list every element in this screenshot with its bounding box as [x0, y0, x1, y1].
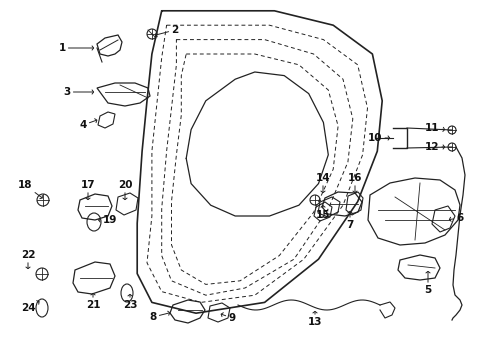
- Text: 8: 8: [149, 311, 170, 322]
- Text: 4: 4: [79, 119, 97, 130]
- Text: 21: 21: [86, 293, 100, 310]
- Text: 22: 22: [21, 250, 35, 269]
- Text: 10: 10: [368, 133, 390, 143]
- Text: 14: 14: [316, 173, 330, 193]
- Text: 9: 9: [221, 313, 236, 323]
- Text: 3: 3: [63, 87, 94, 97]
- Text: 1: 1: [58, 43, 94, 53]
- Text: 12: 12: [425, 142, 444, 152]
- Text: 5: 5: [424, 271, 432, 295]
- Text: 2: 2: [155, 25, 179, 37]
- Text: 15: 15: [316, 206, 330, 220]
- Text: 18: 18: [18, 180, 42, 199]
- Text: 20: 20: [118, 180, 132, 199]
- Text: 7: 7: [346, 211, 354, 230]
- Text: 17: 17: [81, 180, 96, 199]
- Text: 16: 16: [348, 173, 362, 193]
- Text: 13: 13: [308, 311, 322, 327]
- Text: 19: 19: [98, 215, 117, 225]
- Text: 23: 23: [123, 294, 137, 310]
- Text: 6: 6: [449, 213, 464, 223]
- Text: 11: 11: [425, 123, 444, 133]
- Text: 24: 24: [21, 301, 39, 313]
